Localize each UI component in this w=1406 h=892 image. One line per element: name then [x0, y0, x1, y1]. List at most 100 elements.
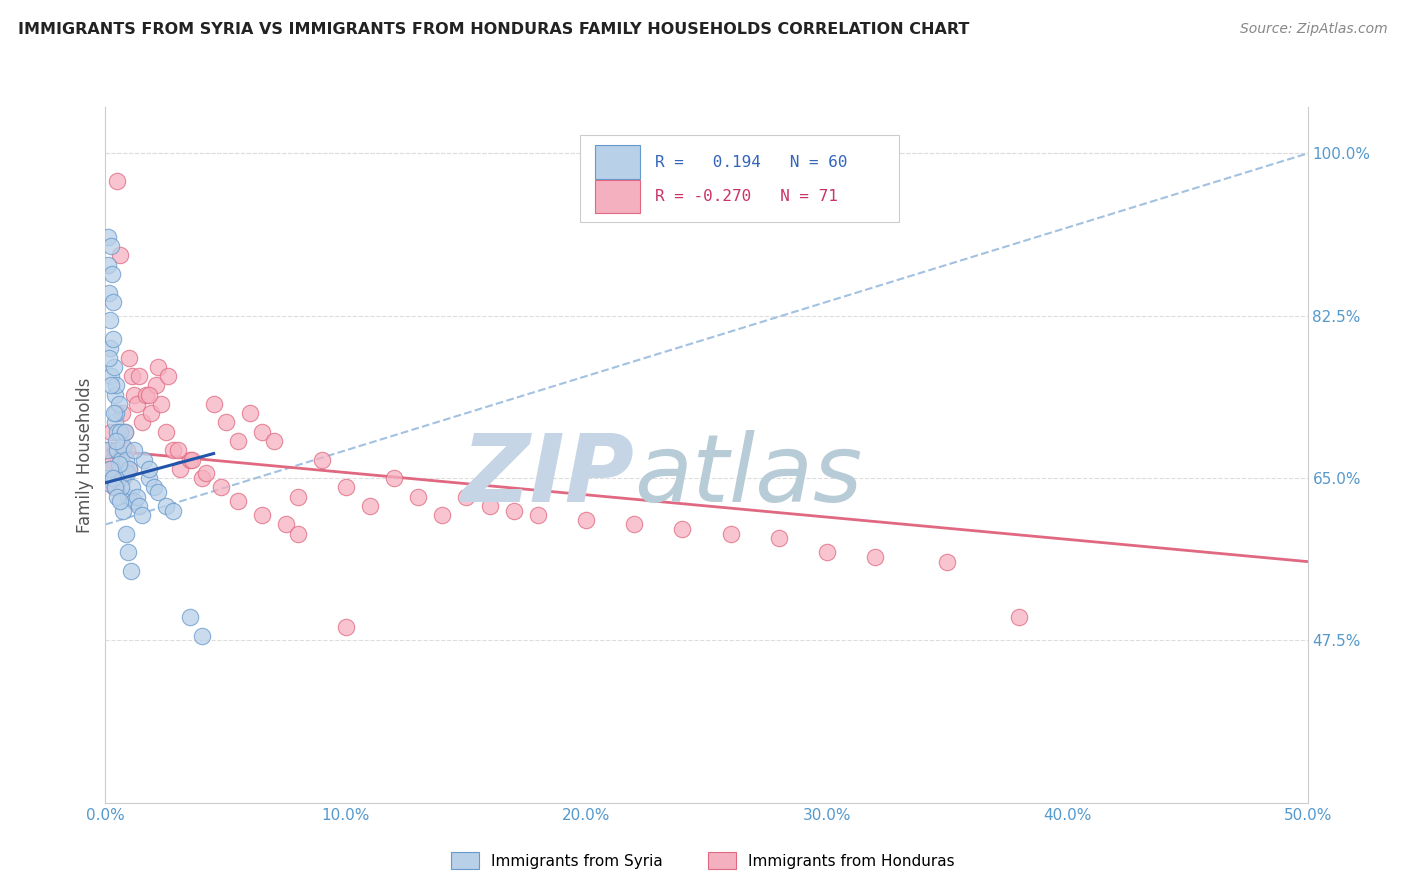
Text: atlas: atlas [634, 430, 863, 521]
Point [115, 526, 138, 541]
Point [138, 462, 160, 476]
Point [145, 378, 167, 392]
Point [226, 494, 249, 508]
Point [103, 475, 125, 490]
Point [117, 490, 139, 504]
Point [107, 490, 129, 504]
Point [104, 416, 127, 430]
Point [107, 457, 129, 471]
Point [124, 443, 146, 458]
Point [128, 499, 150, 513]
Point [110, 452, 132, 467]
Point [148, 359, 170, 374]
Point [124, 494, 146, 508]
Point [115, 452, 138, 467]
Point [936, 555, 959, 569]
Point [108, 494, 131, 508]
FancyBboxPatch shape [595, 180, 640, 213]
Point [105, 406, 128, 420]
Text: R = -0.270   N = 71: R = -0.270 N = 71 [655, 189, 838, 204]
Point [226, 434, 249, 448]
Point [575, 513, 598, 527]
Point [239, 406, 262, 420]
Text: ZIP: ZIP [461, 430, 634, 522]
Point [104, 480, 127, 494]
Point [311, 452, 333, 467]
Point [107, 174, 129, 188]
Point [263, 434, 285, 448]
Point [179, 610, 201, 624]
Point [98, 285, 121, 300]
Point [202, 397, 225, 411]
Point [503, 503, 526, 517]
Point [1008, 610, 1031, 624]
Point [274, 517, 297, 532]
Point [430, 508, 453, 523]
Point [527, 508, 550, 523]
Point [104, 378, 127, 392]
Point [720, 526, 742, 541]
Point [105, 471, 128, 485]
Point [114, 425, 136, 439]
Point [863, 549, 886, 564]
Point [179, 452, 201, 467]
Point [100, 378, 122, 392]
Point [100, 369, 122, 384]
Point [124, 387, 146, 401]
Point [166, 443, 188, 458]
Point [162, 503, 184, 517]
Point [128, 369, 150, 384]
Point [101, 294, 124, 309]
Point [98, 341, 121, 355]
Point [117, 545, 139, 559]
Point [142, 480, 165, 494]
Point [250, 508, 273, 523]
Point [359, 499, 381, 513]
Point [97, 471, 120, 485]
Point [671, 522, 693, 536]
Point [108, 425, 131, 439]
Point [103, 480, 125, 494]
Point [112, 439, 135, 453]
Legend: Immigrants from Syria, Immigrants from Honduras: Immigrants from Syria, Immigrants from H… [446, 846, 960, 875]
Point [287, 526, 309, 541]
Point [120, 564, 142, 578]
Point [623, 517, 645, 532]
Point [169, 462, 191, 476]
Point [110, 480, 132, 494]
Point [138, 471, 160, 485]
Point [768, 532, 790, 546]
Point [101, 452, 124, 467]
Point [250, 425, 273, 439]
Text: Source: ZipAtlas.com: Source: ZipAtlas.com [1240, 22, 1388, 37]
Point [111, 471, 134, 485]
Point [103, 406, 125, 420]
Point [98, 462, 121, 476]
Point [406, 490, 429, 504]
Point [103, 387, 125, 401]
Point [105, 434, 128, 448]
Point [112, 471, 135, 485]
Point [100, 425, 122, 439]
Point [138, 387, 160, 401]
FancyBboxPatch shape [595, 145, 640, 178]
Point [96, 471, 118, 485]
Point [108, 248, 131, 262]
Point [97, 475, 120, 490]
Point [98, 462, 121, 476]
Point [190, 629, 212, 643]
Text: R =   0.194   N = 60: R = 0.194 N = 60 [655, 154, 848, 169]
Text: IMMIGRANTS FROM SYRIA VS IMMIGRANTS FROM HONDURAS FAMILY HOUSEHOLDS CORRELATION : IMMIGRANTS FROM SYRIA VS IMMIGRANTS FROM… [18, 22, 970, 37]
Point [98, 443, 121, 458]
Point [287, 490, 309, 504]
Point [111, 406, 134, 420]
Point [100, 239, 122, 253]
Point [101, 267, 124, 281]
Point [125, 397, 148, 411]
Point [121, 480, 143, 494]
Point [98, 467, 121, 481]
Point [98, 313, 121, 327]
Point [209, 480, 232, 494]
Point [101, 471, 124, 485]
Point [149, 397, 172, 411]
